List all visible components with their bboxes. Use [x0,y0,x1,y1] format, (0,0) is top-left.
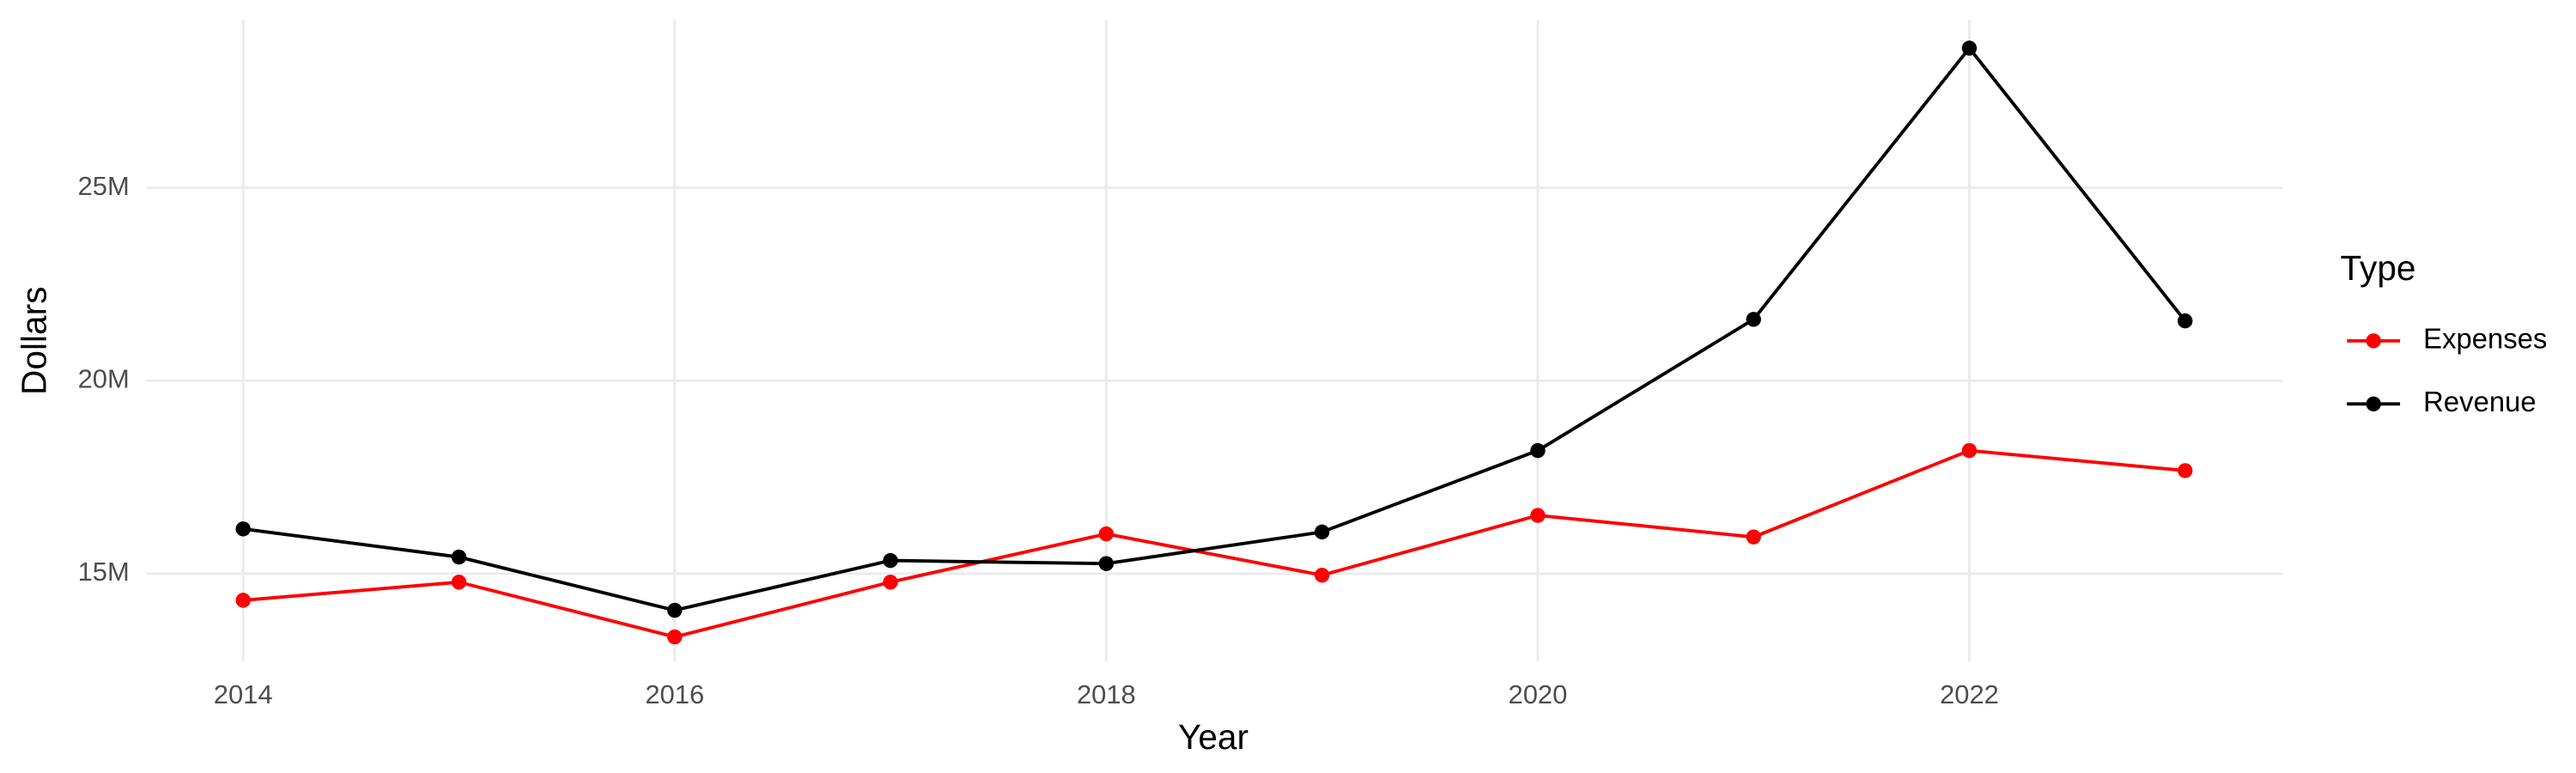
data-point [2178,313,2193,329]
y-tick-label: 15M [78,557,130,587]
series-line [243,448,2185,639]
legend-label: Revenue [2423,386,2537,417]
legend-marker [2366,333,2381,349]
x-tick-label: 2022 [1940,679,1999,709]
data-point [451,549,467,565]
series-line [242,45,2187,612]
x-tick-label: 2018 [1077,679,1136,709]
legend-marker [2366,396,2381,412]
data-point [235,521,251,537]
y-tick-label: 20M [78,363,130,393]
data-point [1961,40,1978,56]
data-point [1530,508,1546,523]
data-point [1961,442,1978,459]
data-point [1098,526,1115,542]
x-tick-label: 2020 [1509,679,1568,709]
data-point [667,629,683,645]
data-point [235,593,251,608]
data-point [883,575,898,590]
legend-label: Expenses [2423,322,2547,354]
data-point [1746,312,1761,327]
x-tick-label: 2014 [214,679,273,709]
y-axis-title: Dollars [14,287,53,395]
data-point [667,602,683,618]
data-point [1314,524,1330,540]
data-point [451,575,467,590]
legend-title: Type [2341,248,2416,288]
data-point [1530,442,1546,459]
data-point [883,552,898,569]
data-point [2178,463,2193,478]
data-point [1746,529,1761,545]
data-point [1098,556,1115,571]
data-point [1314,567,1330,583]
x-tick-label: 2016 [645,679,704,709]
y-tick-label: 25M [78,171,130,201]
x-axis-title: Year [1178,717,1249,757]
